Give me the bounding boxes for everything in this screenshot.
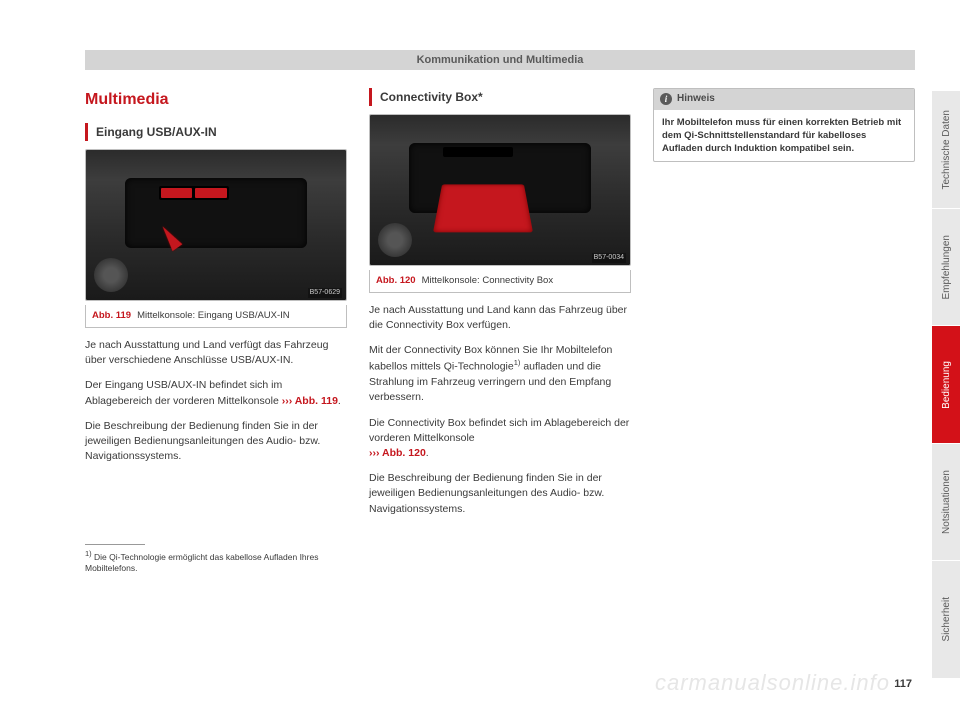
figure-119-image: B57-0629	[86, 150, 346, 300]
section-tabs: Technische Daten Empfehlungen Bedienung …	[932, 90, 960, 678]
figure-120-caption: Abb. 120 Mittelkonsole: Connectivity Box	[369, 270, 631, 293]
notice-label: Hinweis	[677, 92, 715, 107]
subhead-rule	[369, 88, 372, 106]
figure-120-image: B57-0034	[370, 115, 630, 265]
figure-description: Mittelkonsole: Connectivity Box	[422, 274, 553, 288]
paragraph: Je nach Ausstattung und Land verfügt das…	[85, 338, 347, 368]
tab-label: Technische Daten	[941, 110, 952, 190]
subheading-connectivity: Connectivity Box*	[369, 88, 631, 106]
figure-description: Mittelkonsole: Eingang USB/AUX-IN	[137, 309, 290, 323]
subhead-rule	[85, 123, 88, 141]
text-run: .	[426, 447, 429, 459]
figure-code: B57-0629	[308, 288, 342, 298]
footnote-text: Die Qi-Technologie ermöglicht das kabell…	[85, 552, 318, 573]
figure-label: Abb. 119	[92, 309, 131, 323]
tab-sicherheit[interactable]: Sicherheit	[932, 560, 960, 678]
footnote-rule	[85, 544, 145, 545]
paragraph: Der Eingang USB/AUX-IN befindet sich im …	[85, 378, 347, 408]
page-header: Kommunikation und Multimedia	[85, 50, 915, 70]
column-2: Connectivity Box* B57-0034 Abb. 120 Mitt…	[369, 88, 631, 574]
engine-start-button-icon	[94, 258, 128, 292]
section-title: Multimedia	[85, 88, 347, 111]
text-run: .	[338, 395, 341, 407]
column-1: Multimedia Eingang USB/AUX-IN B57-0629	[85, 88, 347, 574]
text-run: Der Eingang USB/AUX-IN befindet sich im …	[85, 379, 282, 406]
notice-box: i Hinweis Ihr Mobiltelefon muss für eine…	[653, 88, 915, 162]
subhead-text: Eingang USB/AUX-IN	[96, 124, 217, 141]
manual-page: Kommunikation und Multimedia Multimedia …	[0, 0, 960, 708]
figure-code: B57-0034	[592, 253, 626, 263]
figure-label: Abb. 120	[376, 274, 416, 288]
notice-body: Ihr Mobiltelefon muss für einen korrekte…	[654, 110, 914, 162]
paragraph: Je nach Ausstattung und Land kann das Fa…	[369, 303, 631, 333]
tab-label: Notsituationen	[941, 470, 952, 534]
tab-label: Sicherheit	[941, 597, 952, 641]
tab-technische-daten[interactable]: Technische Daten	[932, 90, 960, 208]
text-run: Die Connectivity Box befindet sich im Ab…	[369, 417, 629, 444]
wireless-charging-pad	[433, 184, 533, 232]
page-number: 117	[894, 678, 912, 690]
tab-empfehlungen[interactable]: Empfehlungen	[932, 208, 960, 326]
tab-bedienung[interactable]: Bedienung	[932, 325, 960, 443]
subhead-text: Connectivity Box*	[380, 89, 483, 106]
figure-reference: ››› Abb. 120	[369, 447, 426, 459]
content-area: Kommunikation und Multimedia Multimedia …	[85, 50, 915, 668]
column-layout: Multimedia Eingang USB/AUX-IN B57-0629	[85, 88, 915, 574]
usb-ports	[159, 186, 229, 200]
figure-reference: ››› Abb. 119	[282, 395, 338, 407]
footnote-marker: 1)	[85, 549, 92, 558]
engine-start-button-icon	[378, 223, 412, 257]
figure-119: B57-0629	[85, 149, 347, 301]
figure-119-caption: Abb. 119 Mittelkonsole: Eingang USB/AUX-…	[85, 305, 347, 328]
tab-notsituationen[interactable]: Notsituationen	[932, 443, 960, 561]
paragraph: Die Beschreibung der Bedienung finden Si…	[85, 419, 347, 465]
subheading-usb: Eingang USB/AUX-IN	[85, 123, 347, 141]
tab-label: Empfehlungen	[941, 235, 952, 300]
column-3: i Hinweis Ihr Mobiltelefon muss für eine…	[653, 88, 915, 574]
footnote: 1) Die Qi-Technologie ermöglicht das kab…	[85, 549, 347, 574]
paragraph: Mit der Connectivity Box können Sie Ihr …	[369, 343, 631, 405]
notice-header: i Hinweis	[654, 89, 914, 110]
paragraph: Die Beschreibung der Bedienung finden Si…	[369, 471, 631, 517]
info-icon: i	[660, 93, 672, 105]
watermark: carmanualsonline.info	[655, 670, 890, 696]
paragraph: Die Connectivity Box befindet sich im Ab…	[369, 416, 631, 462]
figure-120: B57-0034	[369, 114, 631, 266]
tab-label: Bedienung	[941, 361, 952, 409]
usb-ports	[443, 147, 513, 157]
